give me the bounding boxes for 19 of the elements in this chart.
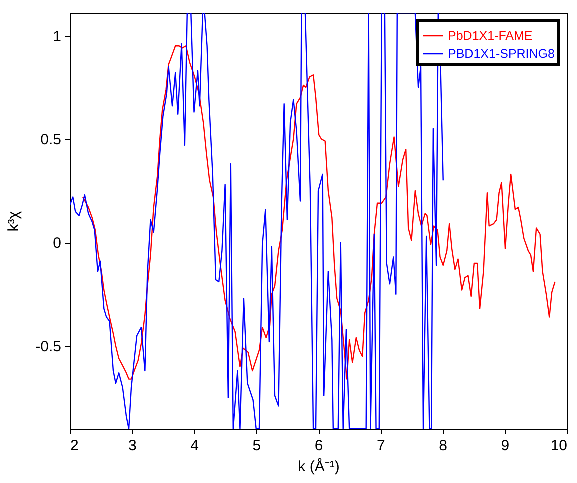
x-tick-label: 8	[439, 438, 448, 454]
y-tick-label: 0.5	[40, 132, 62, 149]
legend-label: PBD1X1-SPRING8	[448, 47, 556, 61]
y-axis-title: k³χ	[6, 211, 23, 232]
x-tick-label: 7	[376, 438, 386, 454]
y-tick-label: -0.5	[36, 338, 62, 356]
y-tick-label: 0	[53, 235, 62, 252]
x-tick-label: 10	[550, 438, 568, 454]
legend-label: PbD1X1-FAME	[448, 29, 533, 43]
y-tick-label: 1	[53, 28, 62, 46]
x-tick-label: 5	[252, 438, 262, 454]
x-tick-label: 6	[314, 438, 324, 454]
line-series	[70, 13, 444, 429]
x-tick-label: 2	[70, 438, 79, 454]
x-tick-label: 4	[190, 438, 199, 454]
line-series	[82, 46, 556, 380]
x-axis-title: k (Å⁻¹)	[298, 458, 340, 476]
x-tick-label: 9	[501, 438, 510, 454]
x-tick-label: 3	[128, 438, 137, 454]
